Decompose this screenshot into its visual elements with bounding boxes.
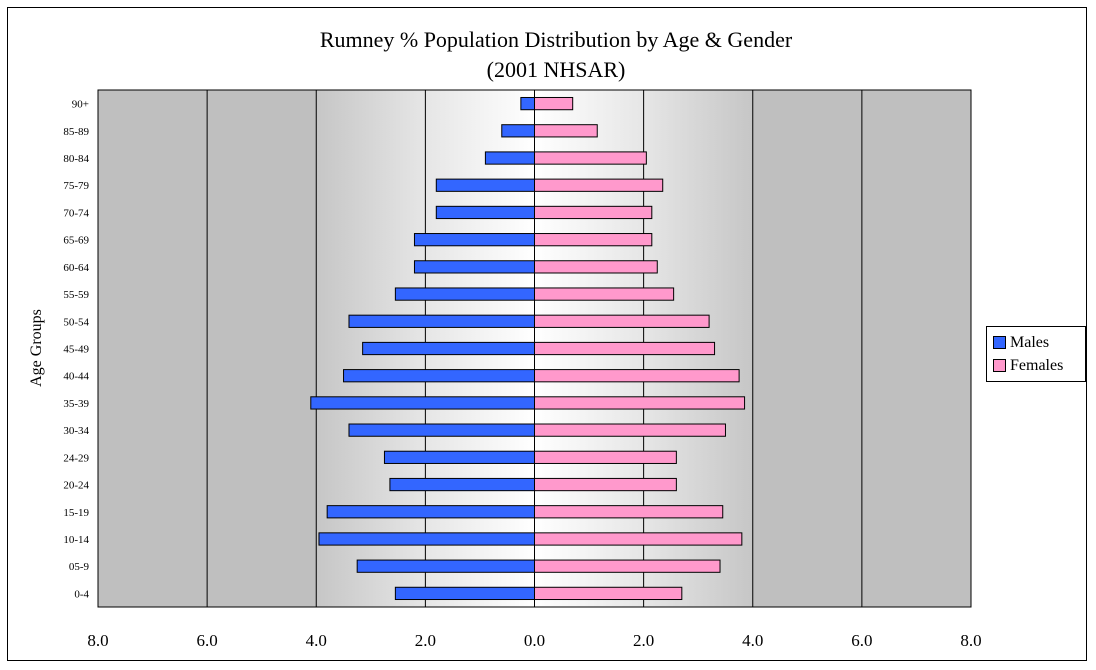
- male-bar: [394, 586, 535, 601]
- female-bar: [534, 477, 677, 492]
- male-bar: [413, 233, 535, 247]
- x-tick-label: 8.0: [87, 631, 108, 650]
- y-tick-labels: 0-4 05-9 10-14 15-19 20-24 24-29 30-34 35-39 40-…: [63, 99, 89, 601]
- male-bar: [356, 559, 535, 573]
- x-tick-labels: 8.0 6.0 4.0 2.0 0.0 2.0 4.0 6.0 8.0: [87, 631, 981, 650]
- male-bar: [348, 314, 535, 328]
- male-bar: [413, 260, 535, 274]
- female-bar: [534, 124, 598, 138]
- male-bar: [435, 178, 536, 192]
- female-bar: [534, 505, 724, 519]
- legend-item-males: Males: [993, 333, 1049, 353]
- male-bar: [362, 341, 535, 356]
- y-tick-label: 45-49: [63, 344, 89, 356]
- y-tick-label: 15-19: [63, 507, 89, 519]
- x-tick-label: 4.0: [742, 631, 763, 650]
- y-tick-label: 50-54: [63, 316, 89, 328]
- bars: [310, 96, 746, 601]
- x-tick-label: 2.0: [415, 631, 436, 650]
- x-tick-label: 8.0: [960, 631, 981, 650]
- y-tick-label: 60-64: [63, 262, 89, 274]
- male-bar: [326, 505, 535, 519]
- y-tick-label: 35-39: [63, 398, 89, 410]
- male-bar: [310, 396, 536, 410]
- y-tick-label: 55-59: [63, 289, 89, 301]
- male-bar: [389, 477, 535, 492]
- y-tick-label: 70-74: [63, 207, 89, 219]
- chart-title: Rumney % Population Distribution by Age …: [320, 27, 793, 52]
- female-bar: [534, 96, 574, 111]
- legend-label-males: Males: [1010, 334, 1050, 351]
- female-bar: [534, 450, 677, 464]
- female-bar: [534, 423, 726, 437]
- female-bar: [534, 396, 746, 410]
- female-bar: [534, 287, 675, 301]
- male-bar: [435, 205, 536, 220]
- female-bar: [534, 341, 716, 356]
- y-tick-label: 05-9: [69, 561, 90, 573]
- x-tick-label: 6.0: [851, 631, 872, 650]
- legend-item-females: Females: [993, 356, 1063, 376]
- female-bar: [534, 314, 710, 328]
- male-bar: [383, 450, 535, 464]
- x-tick-label: 2.0: [633, 631, 654, 650]
- y-tick-label: 30-34: [63, 425, 89, 437]
- female-bar: [534, 369, 740, 383]
- male-bar: [343, 369, 535, 383]
- y-tick-label: 10-14: [63, 534, 89, 546]
- female-bar: [534, 532, 743, 546]
- male-bar: [520, 96, 535, 111]
- y-tick-label: 65-69: [63, 235, 89, 247]
- y-tick-label: 85-89: [63, 126, 89, 138]
- y-tick-label: 90+: [72, 99, 89, 111]
- y-tick-label: 20-24: [63, 480, 89, 492]
- female-bar: [534, 178, 664, 192]
- female-bar: [534, 205, 653, 220]
- legend-swatch-males: [993, 335, 1006, 349]
- legend: Males Females: [986, 326, 1086, 382]
- y-axis-label: Age Groups: [28, 309, 45, 387]
- chart-subtitle: (2001 NHSAR): [487, 57, 626, 82]
- y-tick-label: 24-29: [63, 452, 89, 464]
- female-bar: [534, 586, 683, 601]
- male-bar: [394, 287, 535, 301]
- y-tick-label: 80-84: [63, 153, 89, 165]
- male-bar: [318, 532, 535, 546]
- female-bar: [534, 559, 721, 573]
- male-bar: [348, 423, 535, 437]
- male-bar: [484, 151, 535, 165]
- y-tick-label: 0-4: [74, 588, 89, 600]
- x-tick-label: 6.0: [197, 631, 218, 650]
- y-tick-label: 75-79: [63, 180, 89, 192]
- legend-label-females: Females: [1010, 357, 1064, 374]
- female-bar: [534, 151, 647, 165]
- legend-swatch-females: [993, 358, 1006, 372]
- x-tick-label: 4.0: [306, 631, 327, 650]
- female-bar: [534, 233, 653, 247]
- x-tick-label: 0.0: [524, 631, 545, 650]
- female-bar: [534, 260, 658, 274]
- y-tick-label: 40-44: [63, 371, 89, 383]
- male-bar: [501, 124, 536, 138]
